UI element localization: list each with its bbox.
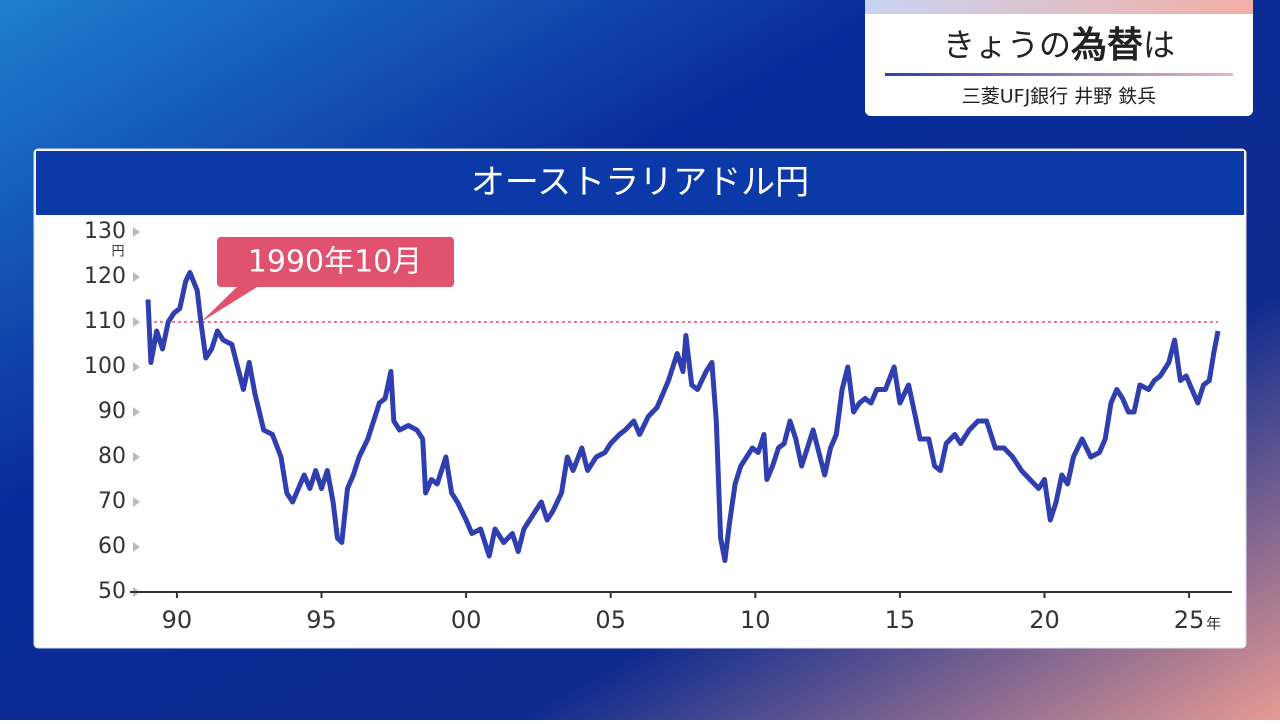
y-tick-mark: [133, 362, 140, 372]
panel-header: [36, 151, 1244, 215]
x-tick-label: 95: [306, 606, 337, 634]
y-tick-label: 130: [84, 219, 126, 244]
y-tick-mark: [133, 272, 140, 282]
card-underline: [885, 73, 1233, 76]
y-tick-label: 100: [84, 354, 126, 379]
y-tick-label: 60: [98, 534, 126, 559]
y-tick-label: 70: [98, 489, 126, 514]
chart-title: オーストラリアドル円: [471, 163, 809, 203]
x-tick-label: 15: [885, 606, 916, 634]
y-unit: 円: [111, 245, 124, 260]
x-tick-label: 00: [451, 606, 482, 634]
card-strip: [865, 0, 1253, 14]
y-tick-mark: [133, 317, 140, 327]
title-prefix: きょうの: [943, 26, 1071, 64]
y-tick-mark: [133, 227, 140, 237]
title-card: きょうの為替は 三菱UFJ銀行 井野 鉄兵: [865, 0, 1253, 116]
x-tick-label: 25: [1174, 606, 1205, 634]
title-emph: 為替: [1071, 25, 1143, 66]
y-tick-mark: [133, 542, 140, 552]
y-tick-mark: [133, 452, 140, 462]
title-suffix: は: [1143, 26, 1175, 64]
y-tick-label: 50: [98, 579, 126, 604]
callout-pointer: [200, 284, 262, 322]
card-title: きょうの為替は: [943, 25, 1175, 66]
presenter: 三菱UFJ銀行 井野 鉄兵: [962, 86, 1157, 108]
x-unit: 年: [1206, 615, 1221, 633]
y-tick-label: 110: [84, 309, 126, 334]
y-tick-label: 80: [98, 444, 126, 469]
y-tick-mark: [133, 497, 140, 507]
panel: [33, 148, 1247, 649]
x-tick-label: 05: [595, 606, 626, 634]
card: [865, 0, 1253, 116]
chart-panel: オーストラリアドル円: [33, 148, 1247, 649]
y-tick-mark: [133, 407, 140, 417]
price-line: [145, 270, 1221, 563]
x-tick-label: 20: [1029, 606, 1060, 634]
y-tick-label: 120: [84, 264, 126, 289]
callout-label: 1990年10月: [248, 245, 423, 280]
x-tick-label: 10: [740, 606, 771, 634]
callout-box: [217, 237, 454, 287]
y-tick-label: 90: [98, 399, 126, 424]
x-tick-label: 90: [162, 606, 193, 634]
